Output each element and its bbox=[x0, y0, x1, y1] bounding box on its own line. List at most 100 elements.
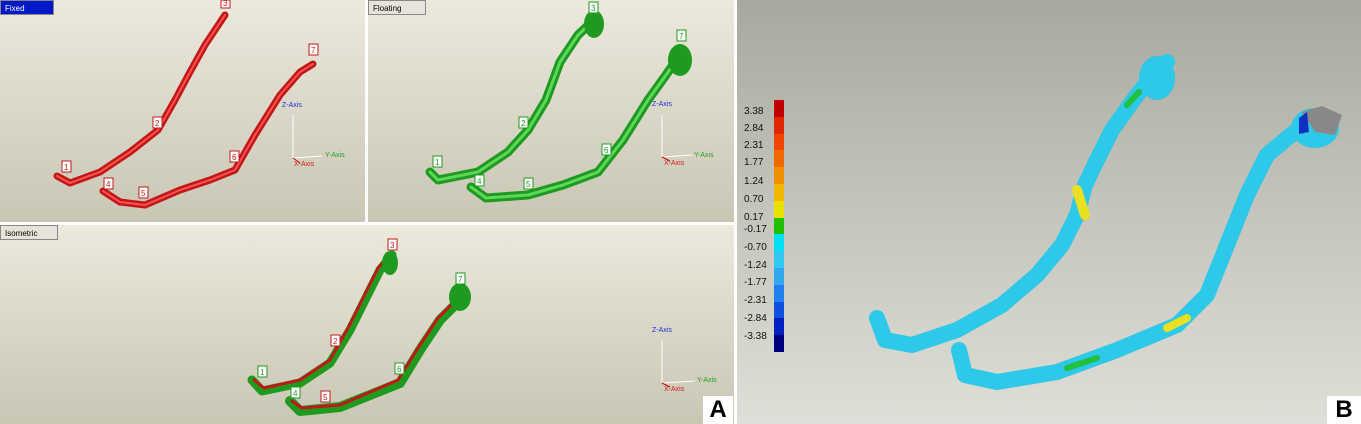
colorbar-swatch bbox=[774, 200, 784, 219]
fixed-z-axis-label: Z-Axis bbox=[282, 102, 302, 109]
colorbar-swatch bbox=[774, 284, 784, 303]
tab-fixed[interactable]: Fixed bbox=[0, 0, 54, 15]
floating-x-axis-label: X-Axis bbox=[664, 160, 685, 167]
fixed-marker-7: 7 bbox=[311, 46, 316, 55]
fixed-marker-5: 5 bbox=[141, 189, 146, 198]
deviation-green-right bbox=[1064, 355, 1100, 371]
colorbar-legend: 3.38 2.84 2.31 1.77 1.24 0.70 0.17 -0.17… bbox=[744, 100, 786, 353]
colorbar-swatch bbox=[774, 268, 784, 286]
deviation-green-left bbox=[1124, 89, 1142, 108]
fixed-marker-2: 2 bbox=[155, 119, 160, 128]
floating-tube-left bbox=[425, 13, 601, 185]
colorbar-swatch bbox=[774, 301, 784, 319]
colorbar-swatch bbox=[774, 251, 784, 269]
deviation-model-svg bbox=[869, 54, 1342, 390]
colorbar-label-3: 2.31 bbox=[744, 140, 764, 151]
iso-tube-right-green bbox=[285, 288, 467, 416]
deviation-bulb-left bbox=[1139, 56, 1175, 100]
colorbar-label-7: 0.17 bbox=[744, 212, 764, 223]
panel-b-label: B bbox=[1327, 396, 1361, 424]
iso-marker-4: 4 bbox=[293, 389, 298, 398]
deviation-gray-cap bbox=[1302, 106, 1342, 135]
floating-marker-3: 3 bbox=[591, 4, 596, 13]
fixed-y-axis-label: Y-Axis bbox=[325, 152, 345, 159]
iso-marker-6: 6 bbox=[397, 365, 402, 374]
colorbar-label-12: -2.31 bbox=[744, 295, 767, 306]
iso-tube-right-red bbox=[290, 291, 462, 410]
colorbar-swatch bbox=[774, 133, 784, 151]
floating-tube-right bbox=[466, 50, 685, 203]
floating-y-axis-label: Y-Axis bbox=[694, 152, 714, 159]
fixed-tube-left bbox=[53, 11, 229, 187]
fixed-model-svg: 1 2 3 4 5 6 7 Z-Axis Y-Axis X-Axis bbox=[53, 0, 345, 209]
viewport-fixed[interactable]: Fixed 1 2 3 4 5 6 7 Z-Axis Y-Axis X-Axis bbox=[0, 0, 365, 222]
colorbar-swatch bbox=[774, 100, 784, 118]
floating-marker-2: 2 bbox=[521, 119, 526, 128]
iso-axes: Z-Axis Y-Axis X-Axis bbox=[652, 327, 717, 393]
deviation-yellow-right bbox=[1163, 314, 1191, 332]
colorbar-label-1: 3.38 bbox=[744, 106, 764, 117]
colorbar-label-10: -1.24 bbox=[744, 260, 767, 271]
colorbar-label-4: 1.77 bbox=[744, 157, 764, 168]
floating-tube-left-hl bbox=[428, 16, 598, 182]
floating-marker-6: 6 bbox=[604, 146, 609, 155]
tab-floating[interactable]: Floating bbox=[368, 0, 426, 15]
colorbar-label-8: -0.17 bbox=[744, 224, 767, 235]
colorbar-label-2: 2.84 bbox=[744, 123, 764, 134]
colorbar-swatch bbox=[774, 116, 784, 135]
isometric-model-svg: 1 2 3 4 5 6 7 Z-Axis Y-Axis X-Axis bbox=[247, 238, 717, 416]
iso-marker-7: 7 bbox=[458, 275, 463, 284]
iso-y-axis-label: Y-Axis bbox=[697, 377, 717, 384]
fixed-axes: Z-Axis Y-Axis X-Axis bbox=[282, 102, 345, 168]
iso-marker-1: 1 bbox=[260, 368, 265, 377]
iso-z-axis-label: Z-Axis bbox=[652, 327, 672, 334]
colorbar-swatch bbox=[774, 167, 784, 185]
deviation-tube-right bbox=[951, 110, 1325, 390]
colorbar-label-14: -3.38 bbox=[744, 331, 767, 342]
iso-bulb-left bbox=[382, 251, 398, 275]
viewport-floating[interactable]: Floating 1 2 3 4 5 6 7 Z-Axis Y-Axis X-A… bbox=[368, 0, 734, 222]
colorbar-label-9: -0.70 bbox=[744, 242, 767, 253]
floating-marker-1: 1 bbox=[435, 158, 440, 167]
colorbar-label-5: 1.24 bbox=[744, 176, 764, 187]
iso-marker-2: 2 bbox=[333, 337, 338, 346]
deviation-blue-patch bbox=[1299, 112, 1309, 134]
deviation-yellow-left bbox=[1072, 185, 1090, 220]
floating-markers: 1 2 3 4 5 6 7 bbox=[432, 1, 687, 190]
iso-marker-5: 5 bbox=[323, 393, 328, 402]
iso-marker-3: 3 bbox=[390, 241, 395, 250]
colorbar-swatch bbox=[774, 318, 784, 336]
floating-axes: Z-Axis Y-Axis X-Axis bbox=[652, 101, 714, 167]
panel-a-label: A bbox=[703, 396, 733, 424]
fixed-markers: 1 2 3 4 5 6 7 bbox=[61, 0, 319, 199]
fixed-tube-right bbox=[99, 60, 317, 209]
fixed-marker-6: 6 bbox=[232, 153, 237, 162]
fixed-marker-4: 4 bbox=[106, 180, 111, 189]
iso-x-axis-label: X-Axis bbox=[664, 386, 685, 393]
floating-model-svg: 1 2 3 4 5 6 7 Z-Axis Y-Axis X-Axis bbox=[425, 1, 714, 203]
fixed-tube-right-hl bbox=[102, 63, 314, 207]
floating-z-axis-label: Z-Axis bbox=[652, 101, 672, 108]
floating-marker-5: 5 bbox=[526, 180, 531, 189]
floating-marker-7: 7 bbox=[679, 32, 684, 41]
floating-bulb-left bbox=[584, 10, 604, 38]
colorbar-swatch bbox=[774, 217, 784, 235]
colorbar-label-6: 0.70 bbox=[744, 194, 764, 205]
fixed-marker-3: 3 bbox=[223, 0, 228, 8]
colorbar-swatch bbox=[774, 184, 784, 202]
colorbar-label-13: -2.84 bbox=[744, 313, 767, 324]
iso-bulb-right bbox=[449, 283, 471, 311]
tab-isometric[interactable]: Isometric bbox=[0, 225, 58, 240]
colorbar-swatch bbox=[774, 234, 784, 252]
deviation-tube-left bbox=[869, 54, 1175, 353]
colorbar-swatch bbox=[774, 335, 784, 353]
fixed-marker-1: 1 bbox=[64, 163, 69, 172]
floating-tube-right-hl bbox=[469, 53, 682, 200]
floating-marker-4: 4 bbox=[477, 177, 482, 186]
iso-markers: 1 2 3 4 5 6 7 bbox=[257, 238, 466, 403]
viewport-isometric[interactable]: Isometric 1 2 3 4 5 6 7 Z-Axis Y-Axis X-… bbox=[0, 225, 734, 424]
panel-b-viewport bbox=[737, 0, 1361, 424]
colorbar-swatch bbox=[774, 150, 784, 168]
fixed-tube-left-hl bbox=[56, 14, 226, 185]
colorbar-label-11: -1.77 bbox=[744, 277, 767, 288]
